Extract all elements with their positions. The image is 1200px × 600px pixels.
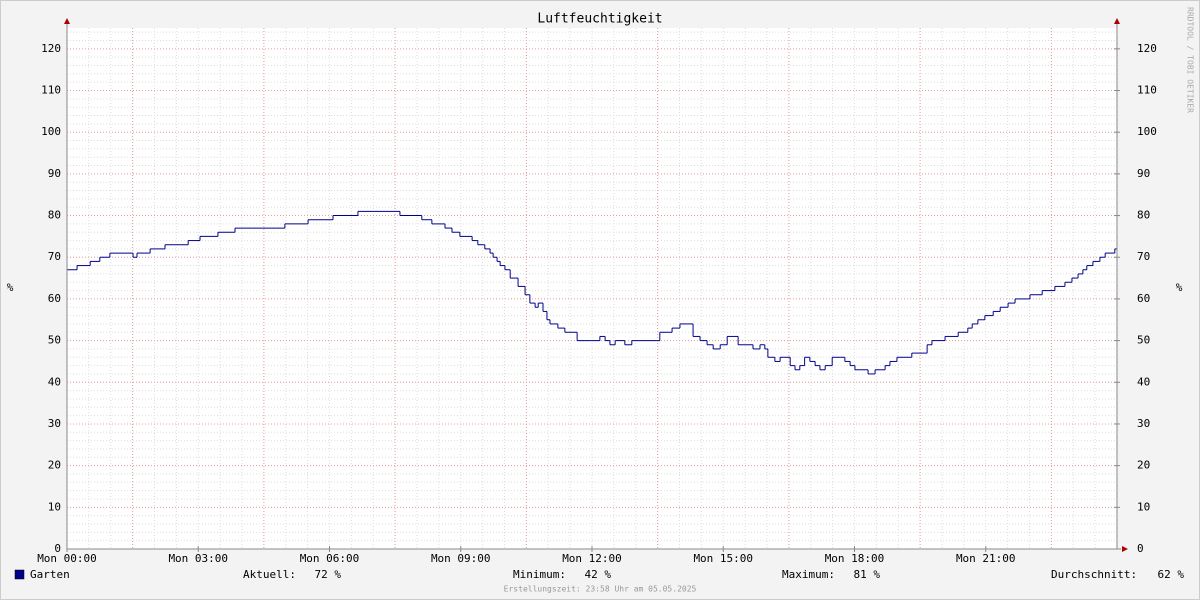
arrow [1122,546,1128,552]
y2-tick-label: 30 [1137,417,1150,430]
stat-name: Durchschnitt: [1051,568,1137,581]
y-tick-label: 100 [41,125,61,138]
stat-value: 62 % [1158,568,1185,581]
footer: Erstellungszeit: 23:58 Uhr am 05.05.2025 [504,585,697,594]
y-tick-label: 50 [48,334,61,347]
stat-value: 81 % [854,568,881,581]
x-tick-label: Mon 21:00 [956,552,1016,565]
y2-tick-label: 50 [1137,334,1150,347]
y-tick-label: 40 [48,375,61,388]
legend-label: Garten [30,568,70,581]
stat-name: Maximum: [782,568,835,581]
stat-name: Aktuell: [243,568,296,581]
x-tick-label: Mon 15:00 [693,552,753,565]
plot-area [67,28,1117,549]
x-tick-label: Mon 09:00 [431,552,491,565]
marks [67,210,1117,375]
stat-value: 72 % [315,568,342,581]
y2-tick-label: 60 [1137,292,1150,305]
y2-tick-label: 10 [1137,500,1150,513]
x-tick-label: Mon 03:00 [168,552,228,565]
y-tick-label: 120 [41,42,61,55]
y2-tick-label: 70 [1137,250,1150,263]
y-tick-label: 0 [54,542,61,555]
x-tick-label: Mon 12:00 [562,552,622,565]
y-tick-label: 70 [48,250,61,263]
stat-name: Minimum: [513,568,566,581]
y-tick-label: 60 [48,292,61,305]
arrow [64,18,70,24]
y-tick-label: 30 [48,417,61,430]
y-tick-label: 80 [48,209,61,222]
watermark: RRDTOOL / TOBI OETIKER [1186,7,1195,113]
y2-tick-label: 100 [1137,125,1157,138]
x-tick-label: Mon 18:00 [825,552,885,565]
x-tick-label: Mon 00:00 [37,552,97,565]
y2-tick-label: 120 [1137,42,1157,55]
y2-tick-label: 40 [1137,375,1150,388]
y-axis-label: % [7,281,14,294]
arrow [1114,18,1120,24]
y2-tick-label: 110 [1137,84,1157,97]
y-tick-label: 20 [48,459,61,472]
chart-title: Luftfeuchtigkeit [537,12,662,27]
stat-value: 42 % [585,568,612,581]
y2-tick-label: 20 [1137,459,1150,472]
x-tick-label: Mon 06:00 [300,552,360,565]
y2-axis-label: % [1176,281,1183,294]
y2-tick-label: 80 [1137,209,1150,222]
y-tick-label: 10 [48,500,61,513]
legend-swatch [14,569,25,580]
y2-tick-label: 90 [1137,167,1150,180]
y-tick-label: 110 [41,84,61,97]
y-tick-label: 90 [48,167,61,180]
y2-tick-label: 0 [1137,542,1144,555]
